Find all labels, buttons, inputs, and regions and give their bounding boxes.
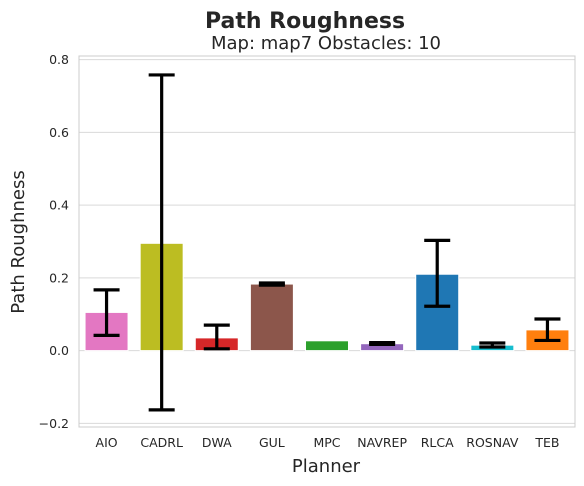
y-tick-labels: −0.2 0.0 0.2 0.4 0.6 0.8 xyxy=(39,52,69,431)
y-tick-label: 0.0 xyxy=(49,343,69,358)
error-bar-gul xyxy=(258,281,285,287)
y-tick-label: 0.6 xyxy=(49,125,69,140)
error-bar-teb xyxy=(534,317,561,343)
error-bar-navrep xyxy=(369,341,396,347)
y-gridlines xyxy=(79,59,575,424)
error-bar-cadrl xyxy=(148,73,175,412)
error-bars xyxy=(93,73,561,412)
y-tick-label: −0.2 xyxy=(39,416,69,431)
y-tick-label: 0.8 xyxy=(49,52,69,67)
chart-subtitle: Map: map7 Obstacles: 10 xyxy=(211,33,441,54)
error-bar-rosnav xyxy=(479,341,506,349)
x-tick-labels: AIO CADRL DWA GUL MPC NAVREP RLCA ROSNAV TEB xyxy=(96,435,560,450)
bar-gul xyxy=(249,283,294,352)
x-tick-label: MPC xyxy=(313,435,340,450)
y-tick-label: 0.2 xyxy=(49,270,69,285)
chart-title: Path Roughness xyxy=(205,9,405,34)
x-tick-label: RLCA xyxy=(421,435,454,450)
error-bar-dwa xyxy=(203,323,230,351)
x-tick-label: CADRL xyxy=(140,435,183,450)
plot-frame xyxy=(78,55,576,428)
x-tick-label: GUL xyxy=(259,435,285,450)
x-tick-label: AIO xyxy=(96,435,118,450)
y-tick-label: 0.4 xyxy=(49,198,69,213)
error-bar-rlca xyxy=(424,238,451,308)
y-axis-label: Path Roughness xyxy=(8,170,29,313)
x-tick-label: DWA xyxy=(202,435,232,450)
x-tick-label: NAVREP xyxy=(357,435,407,450)
x-tick-label: ROSNAV xyxy=(466,435,519,450)
bars xyxy=(84,242,570,352)
x-tick-label: TEB xyxy=(534,435,559,450)
error-bar-aio xyxy=(93,288,120,337)
bar-mpc xyxy=(305,340,349,352)
x-axis-label: Planner xyxy=(292,456,361,477)
